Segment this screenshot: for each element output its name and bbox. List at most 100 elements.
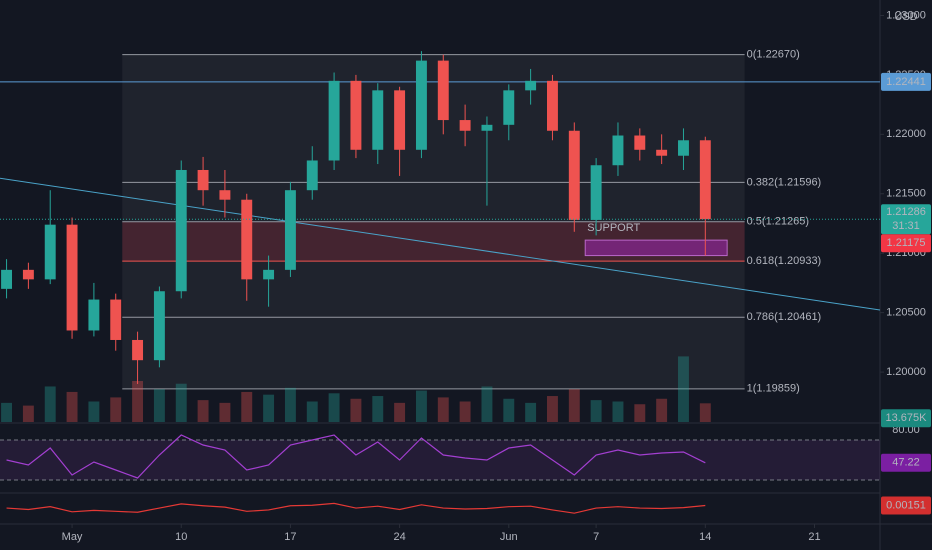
hline-badge [881, 72, 931, 91]
candle-body [656, 149, 668, 156]
candle-body [306, 160, 318, 191]
volume-bar [66, 391, 78, 422]
volume-bar [590, 400, 602, 422]
trendline [0, 177, 881, 311]
candle-body [546, 80, 558, 131]
volume-bar [546, 396, 558, 422]
candle-body [132, 339, 144, 361]
volume-bar [241, 391, 253, 422]
candle-body [699, 140, 711, 220]
oscillator-line [6, 502, 706, 514]
candle-body [525, 80, 537, 91]
candle-body [153, 291, 165, 361]
volume-bar [481, 386, 493, 422]
y-tick-label: 1.23000 [886, 9, 926, 21]
candle-body [328, 80, 340, 161]
fib-label: 0.382(1.21596) [747, 176, 822, 188]
candle-body [44, 224, 56, 280]
candle-body [197, 169, 209, 191]
rsi-band [0, 440, 880, 480]
candle-body [415, 60, 427, 150]
volume-bar [568, 389, 580, 422]
candle-body [372, 90, 384, 150]
volume-bar [153, 389, 165, 422]
marker-badge-label: 1.21175 [887, 237, 926, 249]
volume-bar [612, 401, 624, 422]
candle-body [88, 299, 100, 331]
volume-bar [328, 393, 340, 422]
x-tick-label: 10 [175, 531, 187, 543]
rsi-badge [881, 453, 931, 472]
volume-bar [634, 404, 646, 422]
candle-body [612, 135, 624, 166]
candle-body [394, 90, 406, 150]
volume-bar [263, 394, 275, 422]
x-tick-label: 14 [699, 531, 711, 543]
oscillator-badge-label: 0.00151 [886, 499, 926, 511]
candle-body [568, 130, 580, 220]
volume-bar [175, 383, 187, 422]
volume-bar [503, 398, 515, 422]
candle-body [284, 190, 296, 270]
fib-label: 0(1.22670) [747, 49, 800, 61]
volume-bar [22, 405, 34, 422]
candle-body [175, 169, 187, 292]
last-badge [881, 204, 931, 235]
volume-bar [394, 402, 406, 422]
candle-body [678, 140, 689, 156]
volume-bar [699, 403, 711, 422]
volume-bar [306, 401, 318, 422]
volume-bar [88, 401, 100, 422]
volume-bar [132, 381, 144, 422]
candle-body [437, 60, 449, 121]
candle-body [503, 90, 515, 125]
hline-badge-label: 1.22441 [886, 76, 926, 88]
currency: USD [894, 11, 917, 23]
candle-body [350, 80, 362, 150]
volume-bar [656, 398, 668, 422]
y-tick-label: 1.20500 [886, 307, 926, 319]
volume-badge [881, 409, 931, 428]
volume-bar [678, 356, 689, 422]
rsi-badge-label: 47.22 [892, 457, 920, 469]
volume-bar [415, 390, 427, 422]
candle-body [1, 269, 13, 289]
volume-bar [1, 402, 13, 422]
last-badge-label: 1.21286 [886, 206, 926, 218]
y-tick-label: 1.22000 [886, 128, 926, 140]
candle-body [241, 199, 253, 280]
rsi-line [6, 434, 706, 479]
volume-bar [350, 398, 362, 422]
candle-body [22, 269, 34, 280]
candle-body [110, 299, 122, 340]
marker-badge [881, 234, 931, 253]
volume-bar [284, 387, 296, 422]
support-label: SUPPORT [587, 222, 640, 234]
x-tick-label: 7 [593, 531, 599, 543]
candle-body [634, 135, 646, 150]
candle-body [263, 269, 275, 280]
volume-badge-label: 13.675K [886, 412, 928, 424]
x-tick-label: 21 [808, 531, 820, 543]
x-tick-label: Jun [500, 531, 518, 543]
candle-body [459, 120, 471, 131]
volume-bar [44, 386, 56, 422]
candle-body [481, 124, 493, 131]
volume-bar [525, 402, 537, 422]
volume-bar [372, 396, 384, 422]
x-tick-label: May [62, 531, 83, 543]
x-tick-label: 17 [284, 531, 296, 543]
volume-bar [197, 400, 209, 422]
fib-label: 0.5(1.21265) [747, 216, 809, 228]
support-zone [584, 239, 728, 257]
volume-bar [437, 397, 449, 422]
volume-bar [219, 402, 231, 422]
fib-label: 0.786(1.20461) [747, 311, 822, 323]
oscillator-badge [881, 496, 931, 515]
y-tick-label: 1.21500 [886, 188, 926, 200]
fib-label: 0.618(1.20933) [747, 255, 822, 267]
candle-body [590, 165, 602, 220]
volume-bar [459, 401, 471, 422]
